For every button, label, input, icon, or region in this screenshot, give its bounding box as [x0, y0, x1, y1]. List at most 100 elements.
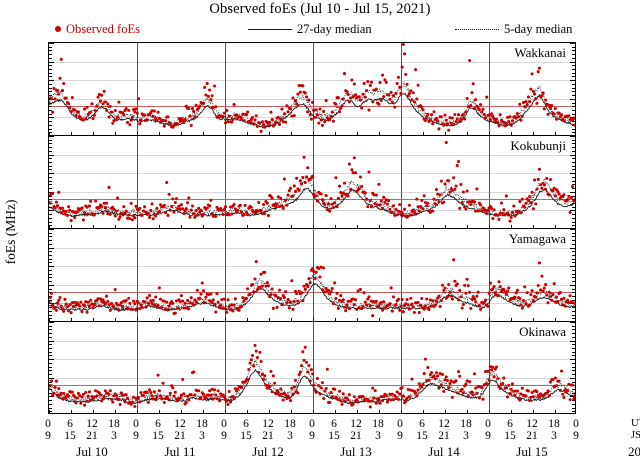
panel-yamagawa: 0510152025Yamagawa	[48, 228, 576, 321]
observed-point	[454, 120, 458, 124]
observed-point	[141, 209, 145, 213]
observed-point	[309, 368, 313, 372]
observed-point	[439, 383, 443, 387]
y-tick	[570, 191, 575, 193]
y-minor-tick	[572, 121, 575, 123]
observed-point	[551, 189, 555, 193]
observed-point	[461, 190, 465, 194]
observed-point	[427, 307, 431, 311]
observed-point	[117, 217, 121, 221]
observed-point	[342, 72, 347, 76]
y-minor-tick	[49, 69, 52, 71]
y-minor-tick	[572, 217, 575, 219]
observed-point	[95, 394, 99, 398]
observed-point	[414, 391, 418, 395]
observed-point	[268, 120, 272, 124]
observed-point	[438, 305, 442, 309]
observed-point	[481, 397, 485, 401]
observed-point	[485, 382, 489, 386]
observed-point	[265, 120, 269, 124]
observed-point	[122, 113, 126, 117]
observed-point	[528, 100, 532, 104]
observed-point	[249, 358, 253, 362]
observed-point	[510, 119, 514, 123]
observed-point	[260, 212, 264, 216]
observed-point	[181, 377, 185, 381]
observed-point	[56, 301, 60, 305]
y-minor-tick	[572, 106, 575, 108]
y-minor-tick	[572, 232, 575, 234]
observed-point	[547, 290, 551, 294]
observed-point	[303, 91, 307, 95]
observed-point	[139, 391, 143, 395]
observed-point	[508, 115, 512, 119]
observed-point	[436, 192, 440, 196]
observed-point	[317, 384, 321, 388]
y-minor-tick	[572, 307, 575, 309]
observed-point	[291, 96, 295, 100]
observed-point	[49, 384, 52, 388]
observed-point	[528, 303, 532, 307]
observed-point	[431, 209, 435, 213]
observed-point	[273, 381, 277, 385]
observed-point	[49, 200, 51, 204]
x-minor-tick	[467, 410, 468, 413]
observed-point	[146, 301, 150, 305]
observed-point	[198, 104, 202, 108]
observed-point	[540, 274, 544, 278]
x-minor-tick	[203, 318, 204, 321]
y-minor-tick	[49, 403, 52, 405]
observed-point	[290, 386, 294, 390]
observed-point	[259, 209, 263, 213]
observed-point	[456, 370, 461, 374]
observed-point	[108, 389, 112, 393]
observed-point	[318, 392, 322, 396]
observed-point	[59, 391, 63, 395]
observed-point	[352, 156, 356, 160]
observed-point	[110, 397, 114, 401]
y-minor-tick	[572, 351, 575, 353]
observed-point	[299, 364, 304, 368]
observed-point	[166, 213, 170, 217]
observed-point	[395, 213, 399, 217]
observed-point	[155, 395, 159, 399]
observed-point	[420, 198, 424, 203]
observed-point	[475, 187, 479, 191]
observed-point	[113, 288, 117, 292]
y-minor-tick	[572, 240, 575, 242]
observed-point	[548, 177, 553, 182]
observed-point	[338, 110, 342, 114]
observed-point	[110, 301, 114, 306]
x-minor-tick	[511, 318, 512, 321]
observed-point	[469, 203, 473, 207]
y-tick	[49, 322, 54, 323]
observed-point	[410, 302, 414, 306]
observed-point	[464, 207, 468, 211]
observed-point	[468, 290, 472, 294]
observed-point	[101, 397, 105, 401]
observed-point	[103, 389, 107, 393]
observed-point	[132, 395, 136, 399]
observed-point	[545, 176, 549, 180]
observed-point	[442, 123, 446, 127]
x-minor-tick	[335, 410, 336, 413]
observed-point	[127, 108, 131, 112]
observed-point	[342, 305, 347, 309]
observed-point	[176, 306, 180, 310]
observed-point	[68, 208, 72, 212]
observed-point	[555, 117, 559, 121]
observed-point	[529, 293, 533, 297]
observed-point	[259, 272, 263, 276]
observed-point	[399, 304, 403, 308]
observed-point	[396, 297, 401, 301]
observed-point	[275, 305, 279, 309]
y-minor-tick	[49, 128, 52, 130]
observed-point	[365, 303, 369, 307]
observed-point	[416, 205, 420, 209]
observed-point	[384, 394, 388, 398]
observed-point	[325, 367, 329, 371]
observed-point	[187, 307, 191, 311]
x-minor-tick	[269, 132, 270, 135]
observed-point	[291, 194, 295, 198]
